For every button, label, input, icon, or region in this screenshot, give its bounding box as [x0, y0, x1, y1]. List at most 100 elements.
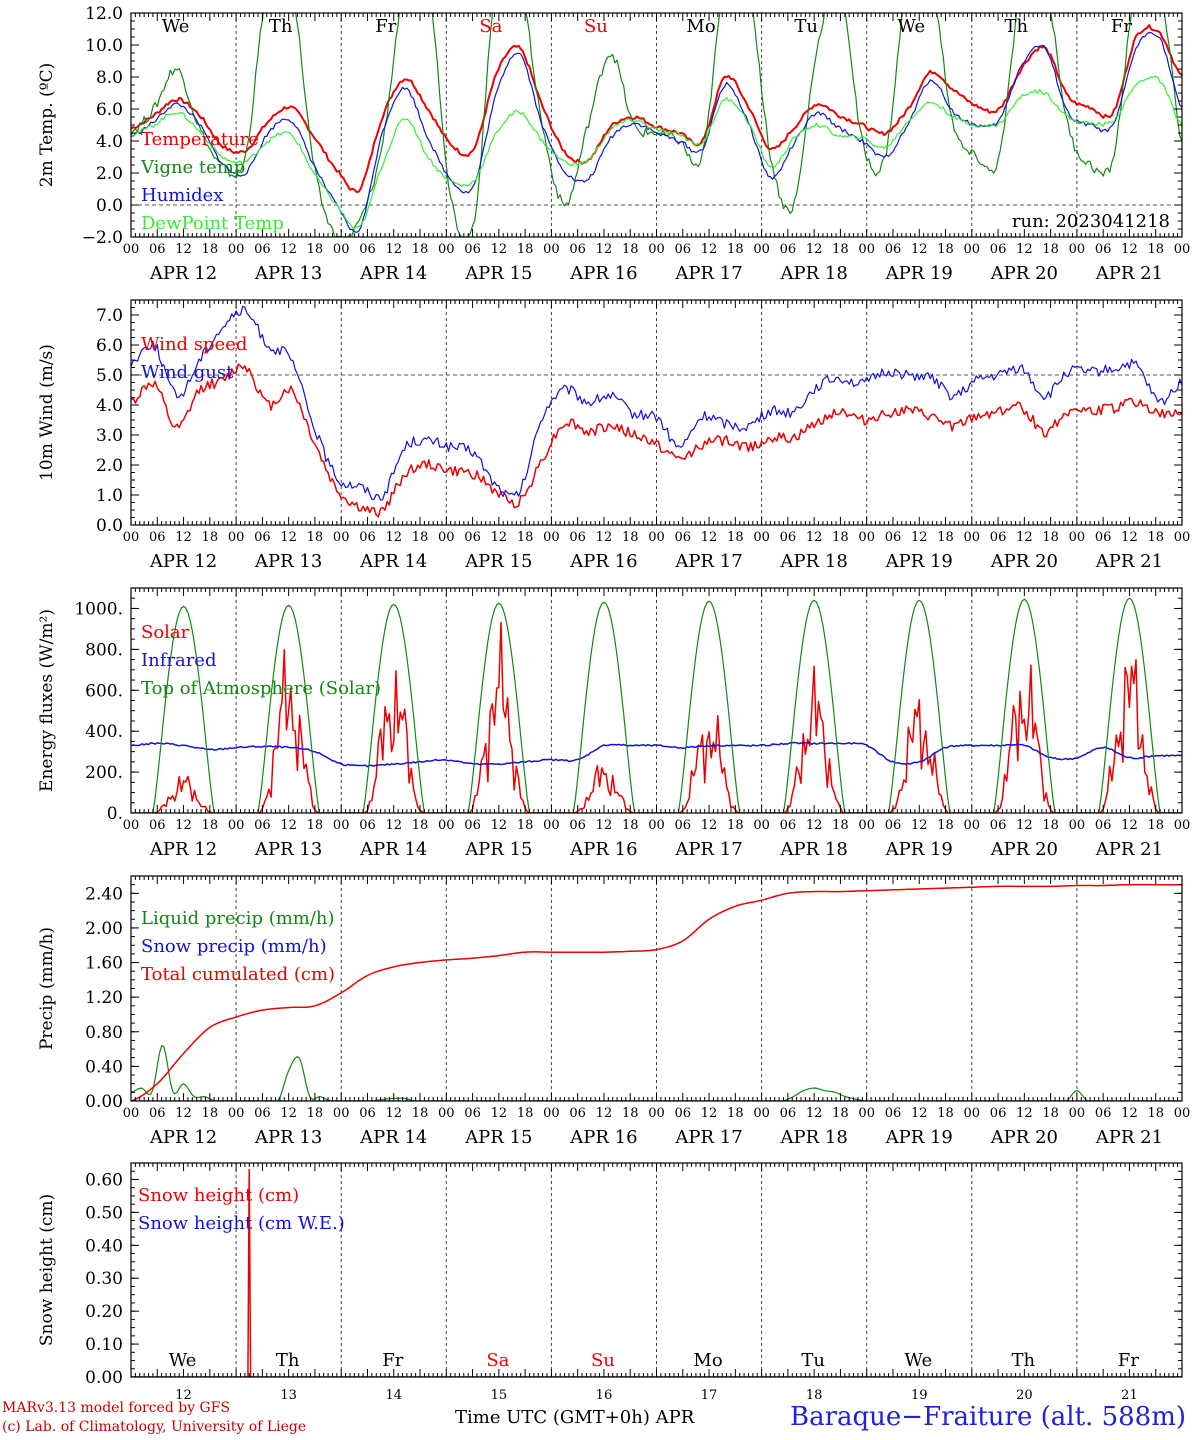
- x-hour-label: 12: [175, 1106, 192, 1121]
- x-hour-label: 12: [911, 530, 928, 545]
- x-date-label: APR 16: [569, 263, 637, 284]
- day-name-label: Tu: [801, 1350, 825, 1371]
- day-name-label: Su: [591, 1350, 615, 1371]
- x-hour-label: 00: [438, 818, 455, 833]
- x-hour-label: 06: [464, 242, 481, 257]
- day-name-label: Mo: [693, 1350, 722, 1371]
- x-date-label: APR 13: [254, 551, 322, 572]
- x-hour-label: 18: [832, 530, 849, 545]
- x-hour-label: 18: [307, 1106, 324, 1121]
- footer-block: MARv3.13 model forced by GFS (c) Lab. of…: [2, 1399, 306, 1437]
- x-date-label: APR 19: [885, 263, 953, 284]
- x-hour-label: 00: [1174, 1106, 1191, 1121]
- y-tick-label: 0.80: [85, 1023, 123, 1043]
- x-hour-label: 18: [412, 818, 429, 833]
- day-name-label: Th: [276, 1350, 300, 1371]
- x-hour-label: 06: [359, 530, 376, 545]
- x-hour-label: 00: [964, 1106, 981, 1121]
- x-hour-label: 12: [701, 530, 718, 545]
- x-hour-label: 12: [806, 530, 823, 545]
- x-hour-label: 18: [832, 818, 849, 833]
- plot-frame: [130, 587, 1183, 814]
- x-date-label: APR 21: [1095, 263, 1163, 284]
- x-hour-label: 00: [123, 242, 140, 257]
- x-date-label: APR 16: [569, 839, 637, 860]
- x-hour-label: 00: [123, 530, 140, 545]
- x-date-label: APR 20: [990, 839, 1058, 860]
- y-tick-label: 3.0: [96, 426, 123, 446]
- x-hour-label: 18: [307, 530, 324, 545]
- x-hour-label: 00: [753, 1106, 770, 1121]
- x-hour-label: 00: [543, 818, 560, 833]
- x-hour-label: 06: [149, 530, 166, 545]
- panel-1: −2.0 0.0 2.0 4.0 6.0 8.0 10.0 12.0 2m Temp. (ºC)…: [37, 4, 1190, 284]
- series-group: [131, 597, 1182, 813]
- x-day-number: 14: [385, 1388, 402, 1403]
- series-line-wind-speed: [131, 363, 1182, 518]
- x-hour-label: 00: [333, 242, 350, 257]
- legend-entry: Solar: [141, 622, 190, 643]
- legend-entry: Wind speed: [141, 334, 247, 355]
- x-hour-label: 06: [254, 530, 271, 545]
- x-date-label: APR 14: [359, 263, 427, 284]
- x-hour-label: 06: [464, 1106, 481, 1121]
- x-hour-label: 12: [1121, 818, 1138, 833]
- legend-entry: Liquid precip (mm/h): [141, 908, 335, 929]
- series-line-snow-height-cm-: [131, 1168, 1182, 1377]
- day-name-label: We: [169, 1350, 197, 1371]
- x-hour-label: 06: [675, 818, 692, 833]
- x-date-label: APR 21: [1095, 839, 1163, 860]
- day-name-label: Su: [584, 16, 608, 37]
- x-hour-label: 18: [517, 1106, 534, 1121]
- legend-entry: Snow height (cm W.E.): [138, 1213, 345, 1234]
- x-date-label: APR 19: [885, 1127, 953, 1148]
- legend-entry: DewPoint Temp: [141, 213, 284, 234]
- x-date-label: APR 19: [885, 551, 953, 572]
- x-hour-label: 12: [701, 818, 718, 833]
- x-hour-label: 00: [753, 818, 770, 833]
- x-hour-label: 12: [385, 1106, 402, 1121]
- y-tick-label: 0.40: [85, 1057, 123, 1077]
- x-hour-label: 06: [1095, 818, 1112, 833]
- x-hour-label: 00: [123, 818, 140, 833]
- x-date-label: APR 12: [149, 263, 217, 284]
- y-axis-label: Precip (mm/h): [37, 927, 57, 1050]
- x-hour-label: 06: [1095, 242, 1112, 257]
- x-hour-label: 00: [228, 530, 245, 545]
- x-day-number: 18: [806, 1388, 823, 1403]
- x-date-label: APR 15: [464, 551, 532, 572]
- x-hour-label: 06: [254, 1106, 271, 1121]
- x-hour-label: 18: [727, 1106, 744, 1121]
- y-tick-label: 10.0: [85, 36, 123, 56]
- day-name-label: Mo: [686, 16, 715, 37]
- x-hour-label: 00: [648, 530, 665, 545]
- x-hour-label: 18: [832, 242, 849, 257]
- x-hour-label: 00: [753, 242, 770, 257]
- series-line-humidex: [131, 31, 1182, 233]
- x-hour-label: 12: [806, 242, 823, 257]
- x-hour-label: 06: [1095, 530, 1112, 545]
- day-name-label: Th: [1005, 16, 1029, 37]
- x-hour-label: 06: [885, 818, 902, 833]
- day-name-label: Fr: [375, 16, 396, 37]
- x-hour-label: 06: [780, 242, 797, 257]
- series-line-wind-gust: [131, 305, 1182, 501]
- x-hour-label: 18: [727, 530, 744, 545]
- x-hour-label: 18: [622, 530, 639, 545]
- x-hour-label: 00: [1174, 818, 1191, 833]
- x-hour-label: 06: [149, 818, 166, 833]
- x-hour-label: 06: [675, 530, 692, 545]
- x-date-label: APR 17: [674, 839, 742, 860]
- x-hour-label: 18: [832, 1106, 849, 1121]
- y-axis-label: 2m Temp. (ºC): [37, 63, 57, 188]
- y-tick-label: 0.50: [85, 1203, 123, 1223]
- y-tick-label: 0.20: [85, 1302, 123, 1322]
- x-hour-label: 12: [701, 242, 718, 257]
- footer-model: MARv3.13 model forced by GFS: [2, 1400, 231, 1416]
- x-hour-label: 06: [359, 818, 376, 833]
- x-hour-label: 12: [1121, 1106, 1138, 1121]
- x-date-label: APR 15: [464, 839, 532, 860]
- day-name-label: Tu: [794, 16, 818, 37]
- y-tick-label: 1000.: [74, 599, 123, 619]
- x-hour-label: 12: [911, 242, 928, 257]
